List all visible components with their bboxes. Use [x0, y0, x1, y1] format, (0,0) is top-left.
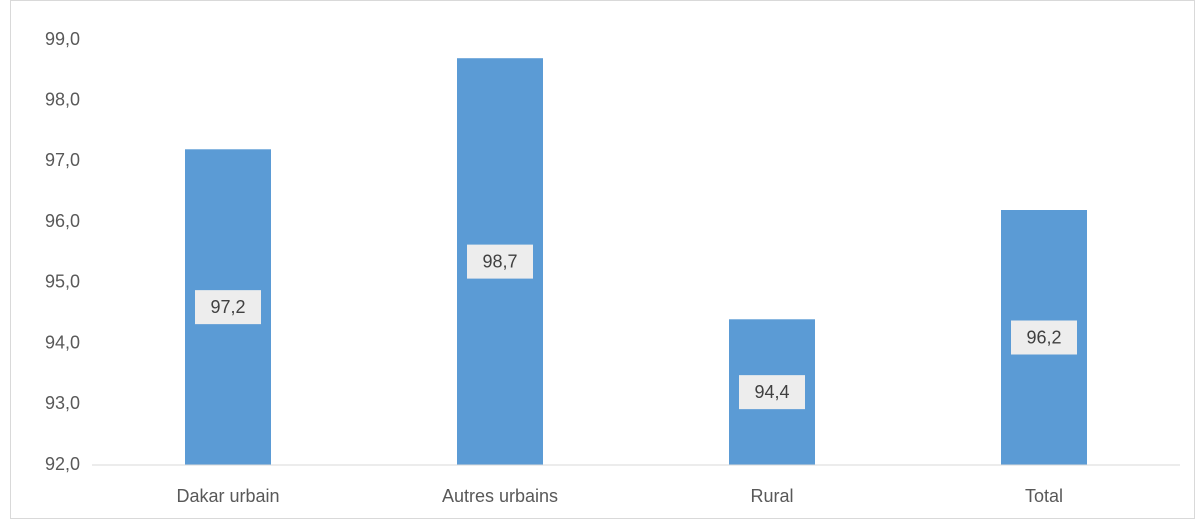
y-tick-label: 98,0 — [45, 89, 80, 109]
y-tick-label: 93,0 — [45, 393, 80, 413]
data-label: 98,7 — [482, 251, 517, 271]
y-tick-label: 92,0 — [45, 454, 80, 474]
x-tick-label: Dakar urbain — [176, 486, 279, 506]
data-label-box — [1011, 320, 1077, 355]
data-label-box — [739, 375, 805, 410]
y-tick-label: 95,0 — [45, 272, 80, 292]
data-label-box — [467, 244, 533, 279]
x-tick-label: Rural — [750, 486, 793, 506]
y-tick-label: 96,0 — [45, 211, 80, 231]
y-tick-label: 99,0 — [45, 29, 80, 49]
data-label-box — [195, 290, 261, 325]
data-label: 96,2 — [1026, 327, 1061, 347]
data-label: 97,2 — [210, 297, 245, 317]
x-tick-label: Total — [1025, 486, 1063, 506]
y-tick-label: 94,0 — [45, 332, 80, 352]
data-label: 94,4 — [754, 382, 789, 402]
y-tick-label: 97,0 — [45, 150, 80, 170]
x-tick-label: Autres urbains — [442, 486, 558, 506]
